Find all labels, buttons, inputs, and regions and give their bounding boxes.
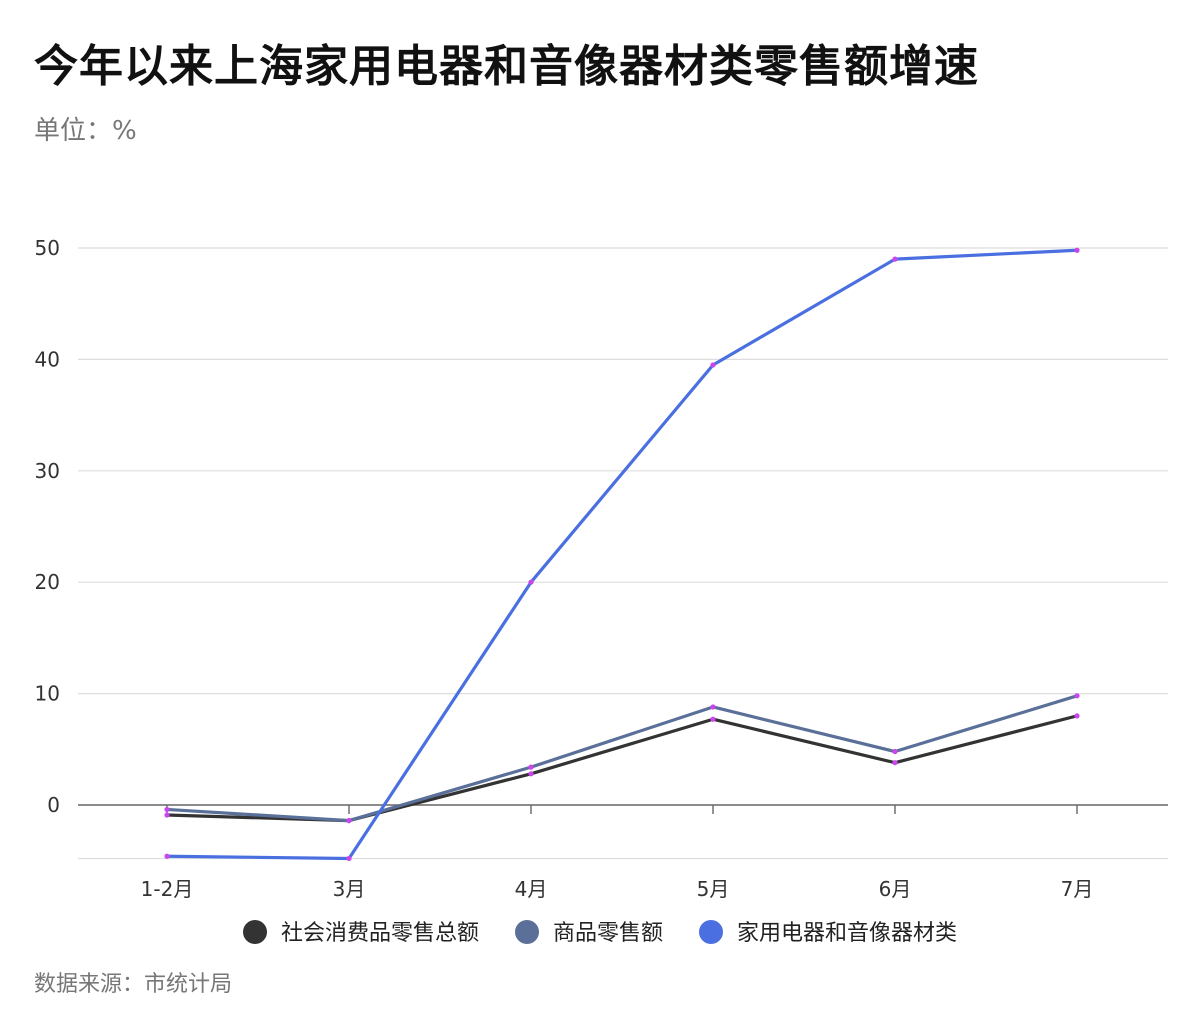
- data-point: [892, 760, 898, 766]
- x-tick-label: 3月: [333, 877, 366, 901]
- y-tick-label: 30: [35, 459, 60, 483]
- legend-swatch: [243, 920, 267, 944]
- unit-label: 单位：%: [34, 116, 137, 146]
- data-point: [164, 853, 170, 859]
- legend-label: 商品零售额: [553, 921, 663, 946]
- y-tick-label: 20: [35, 570, 60, 594]
- legend-swatch: [515, 920, 539, 944]
- data-point: [528, 764, 534, 770]
- data-point: [892, 748, 898, 755]
- data-point: [346, 817, 352, 824]
- data-point: [528, 771, 534, 777]
- x-tick-label: 6月: [879, 877, 912, 901]
- x-tick-label: 7月: [1061, 877, 1094, 901]
- legend-item-0: 社会消费品零售总额: [243, 920, 479, 946]
- data-point: [710, 704, 716, 710]
- data-point: [710, 716, 716, 722]
- data-points: [164, 247, 1080, 862]
- series-line-1: [165, 694, 1079, 823]
- y-tick-label: 0: [47, 793, 60, 817]
- chart-title: 今年以来上海家用电器和音像器材类零售额增速: [34, 41, 979, 92]
- y-tick-label: 40: [35, 347, 60, 371]
- data-point: [346, 855, 352, 862]
- data-point: [1074, 693, 1080, 699]
- data-point: [1074, 713, 1080, 719]
- series-line-2: [165, 248, 1079, 861]
- x-tick-label: 4月: [515, 877, 548, 901]
- data-point: [164, 812, 170, 818]
- y-tick-label: 10: [35, 682, 60, 706]
- series-lines: [165, 248, 1079, 861]
- y-tick-label: 50: [35, 236, 60, 260]
- legend-label: 社会消费品零售总额: [281, 921, 479, 946]
- grid-lines: [78, 247, 1168, 860]
- legend-item-2: 家用电器和音像器材类: [699, 920, 957, 946]
- legend-swatch: [699, 920, 723, 944]
- x-tick-label: 1-2月: [141, 877, 194, 901]
- legend: 社会消费品零售总额 商品零售额 家用电器和音像器材类: [243, 920, 957, 946]
- data-source: 数据来源：市统计局: [34, 972, 233, 997]
- x-tick-label: 5月: [697, 877, 730, 901]
- legend-label: 家用电器和音像器材类: [737, 921, 957, 946]
- data-point: [528, 579, 534, 585]
- axes: 0 10 20 30 40 50 1-2月 3月 4月 5月 6月 7月: [35, 236, 1094, 901]
- data-point: [710, 362, 716, 368]
- data-point: [164, 806, 170, 813]
- data-point: [892, 256, 898, 262]
- data-point: [1074, 247, 1080, 253]
- legend-item-1: 商品零售额: [515, 920, 663, 946]
